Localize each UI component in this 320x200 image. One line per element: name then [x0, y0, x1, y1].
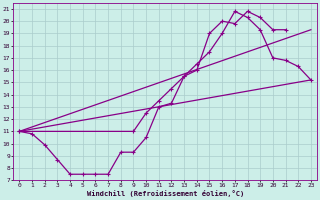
- X-axis label: Windchill (Refroidissement éolien,°C): Windchill (Refroidissement éolien,°C): [86, 190, 244, 197]
